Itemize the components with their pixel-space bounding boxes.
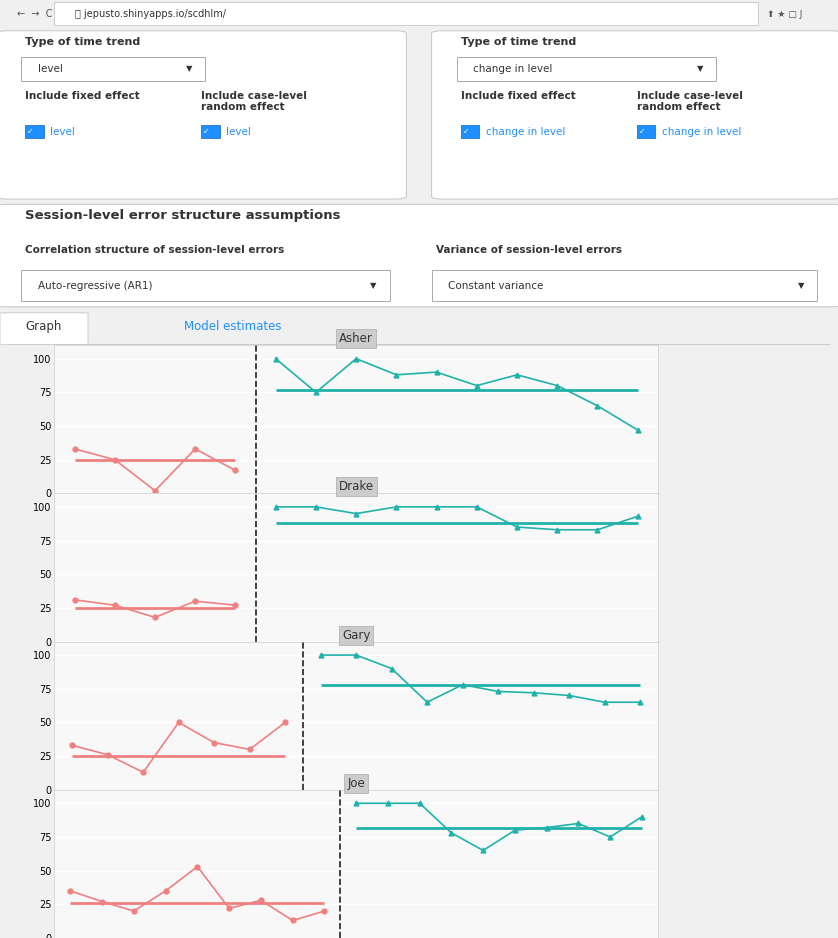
Text: ▼: ▼: [798, 281, 804, 290]
Text: Session-level error structure assumptions: Session-level error structure assumption…: [25, 209, 340, 222]
Text: level: level: [226, 128, 251, 137]
FancyBboxPatch shape: [0, 31, 406, 199]
Text: Include case-level
random effect: Include case-level random effect: [637, 91, 742, 113]
FancyBboxPatch shape: [457, 57, 716, 81]
Bar: [637, 126, 655, 138]
FancyBboxPatch shape: [21, 270, 390, 301]
Text: ▼: ▼: [697, 65, 704, 73]
FancyBboxPatch shape: [0, 312, 88, 345]
Bar: [461, 126, 479, 138]
FancyBboxPatch shape: [0, 204, 838, 307]
Text: Variance of session-level errors: Variance of session-level errors: [436, 245, 622, 255]
Text: Include fixed effect: Include fixed effect: [461, 91, 576, 100]
Text: change in level: change in level: [486, 128, 566, 137]
Text: ←  →  C: ← → C: [17, 9, 52, 19]
Text: ▼: ▼: [186, 65, 193, 73]
FancyBboxPatch shape: [432, 31, 838, 199]
FancyBboxPatch shape: [54, 3, 758, 25]
Text: Include fixed effect: Include fixed effect: [25, 91, 140, 100]
Text: ✓: ✓: [203, 128, 210, 136]
FancyBboxPatch shape: [21, 57, 205, 81]
Text: Constant variance: Constant variance: [448, 280, 544, 291]
Text: 🔒 jepusto.shinyapps.io/scdhlm/: 🔒 jepusto.shinyapps.io/scdhlm/: [75, 9, 226, 19]
Text: change in level: change in level: [662, 128, 742, 137]
Bar: [25, 126, 44, 138]
Text: ✓: ✓: [639, 128, 645, 136]
FancyBboxPatch shape: [432, 270, 817, 301]
Bar: [201, 126, 220, 138]
Text: Type of time trend: Type of time trend: [461, 37, 577, 47]
Title: Joe: Joe: [347, 777, 365, 790]
Text: Correlation structure of session-level errors: Correlation structure of session-level e…: [25, 245, 284, 255]
Text: ✓: ✓: [27, 128, 34, 136]
Title: Asher: Asher: [339, 332, 373, 345]
Text: ⬆ ★ □ J: ⬆ ★ □ J: [767, 9, 802, 19]
Text: Model estimates: Model estimates: [184, 320, 282, 333]
Text: Auto-regressive (AR1): Auto-regressive (AR1): [38, 280, 153, 291]
Text: Include case-level
random effect: Include case-level random effect: [201, 91, 307, 113]
Text: level: level: [50, 128, 75, 137]
Text: Type of time trend: Type of time trend: [25, 37, 141, 47]
Text: ✓: ✓: [463, 128, 469, 136]
Text: Graph: Graph: [25, 320, 62, 333]
Text: level: level: [38, 64, 63, 74]
Title: Gary: Gary: [342, 628, 370, 642]
Text: change in level: change in level: [473, 64, 559, 74]
Title: Drake: Drake: [339, 480, 374, 493]
Text: ▼: ▼: [370, 281, 377, 290]
